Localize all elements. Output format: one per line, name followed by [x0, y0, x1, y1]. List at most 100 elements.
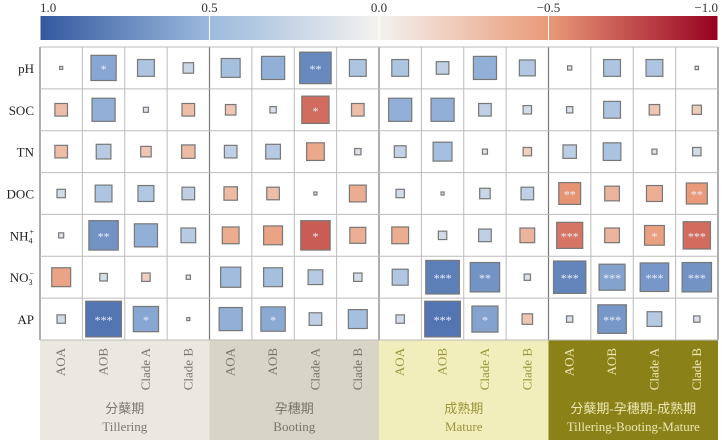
correlation-square [218, 306, 243, 332]
correlation-square [523, 273, 532, 281]
correlation-square [269, 106, 277, 114]
column-label: Clade B [519, 348, 534, 391]
row-label: pH [18, 61, 34, 76]
correlation-square [565, 106, 574, 114]
correlation-square [301, 95, 330, 125]
correlation-square [522, 104, 533, 115]
group-label-cn: 孕穗期 [275, 401, 314, 416]
significance-mark: ** [564, 188, 576, 202]
row-label-base: pH [18, 61, 34, 76]
correlation-square [94, 184, 113, 203]
correlation-square [478, 228, 492, 243]
correlation-square [133, 223, 159, 248]
correlation-square [350, 102, 365, 117]
correlation-square [349, 226, 367, 244]
group-label-en: Tillering [102, 419, 148, 434]
column-label: AOA [562, 347, 577, 376]
correlation-square [347, 309, 368, 330]
correlation-square [430, 97, 455, 122]
correlation-square [260, 55, 286, 81]
significance-mark: ** [309, 62, 321, 76]
correlation-square [604, 185, 621, 202]
correlation-square [59, 65, 64, 71]
column-label: Clade A [307, 347, 322, 390]
correlation-square [692, 146, 702, 157]
correlation-square [522, 146, 533, 157]
correlation-square [694, 65, 700, 71]
correlation-square [645, 184, 664, 203]
row-label-sup: + [29, 227, 34, 236]
row-label-base: DOC [7, 187, 34, 202]
correlation-square [348, 184, 367, 203]
colorbar-tick-label: 0.5 [201, 0, 217, 15]
correlation-square [88, 220, 119, 251]
correlation-square [99, 272, 108, 282]
correlation-square [181, 102, 196, 117]
column-labels: 分蘖期 Tillering AOA AOB Clade A Clade B 孕穗期 Booti… [53, 347, 704, 434]
correlation-square [56, 314, 66, 324]
correlation-square [91, 97, 116, 122]
correlation-square [478, 102, 492, 117]
significance-mark: *** [434, 313, 452, 327]
group-panel [379, 340, 549, 440]
correlation-square [223, 186, 239, 201]
correlation-square [391, 268, 409, 286]
correlation-square [565, 315, 574, 323]
column-label: AOB [604, 348, 619, 376]
correlation-square [260, 306, 286, 332]
column-label: Clade A [138, 347, 153, 390]
correlation-square [693, 315, 701, 323]
correlation-square [266, 186, 280, 201]
correlation-square [558, 181, 582, 206]
significance-mark: * [101, 62, 107, 76]
correlation-square [181, 186, 196, 201]
row-label: TN [17, 145, 35, 160]
correlation-square [562, 144, 578, 159]
row-label-base: NH [10, 228, 29, 243]
correlation-square [223, 144, 238, 159]
correlation-square [185, 274, 192, 280]
correlation-square [391, 58, 410, 77]
correlation-square [648, 103, 661, 116]
significance-mark: ** [479, 271, 491, 285]
correlation-square [603, 58, 622, 77]
significance-mark: *** [645, 271, 663, 285]
correlation-square [691, 104, 703, 116]
correlation-square [425, 259, 460, 295]
correlation-square [313, 191, 318, 196]
correlation-square [306, 142, 325, 162]
correlation-square [348, 58, 367, 77]
correlation-square [54, 144, 69, 159]
correlation-square [643, 224, 665, 246]
correlation-square [566, 65, 573, 71]
correlation-square [481, 148, 489, 155]
correlation-square [645, 58, 664, 77]
correlation-square [469, 261, 501, 293]
correlation-square [132, 305, 160, 333]
column-label: Clade B [350, 348, 365, 391]
group-label-cn: 分蘖期 [105, 401, 144, 416]
correlation-square [220, 266, 242, 288]
correlation-square [85, 300, 123, 338]
group-label-cn: 分蘖期-孕穗期-成熟期 [570, 401, 696, 416]
row-label-sub: 3 [28, 278, 32, 287]
colorbar-tick-label: −0.5 [537, 0, 561, 15]
correlation-square [308, 312, 323, 326]
correlation-square [54, 102, 69, 117]
correlation-square [437, 230, 448, 241]
correlation-square [142, 106, 150, 113]
column-label: AOB [435, 348, 450, 376]
row-label-sub: 4 [28, 236, 32, 245]
heatmap-grid [39, 46, 719, 341]
correlation-square [90, 54, 117, 82]
correlation-square [393, 145, 407, 159]
correlation-square [263, 225, 284, 246]
significance-mark: *** [603, 313, 621, 327]
column-label: Clade B [689, 348, 704, 391]
column-label: AOA [392, 347, 407, 376]
row-label-base: SOC [9, 103, 34, 118]
correlation-square [479, 187, 491, 200]
group-label-en: Tillering-Booting-Mature [567, 419, 700, 434]
row-label: NH4+ [10, 227, 35, 245]
